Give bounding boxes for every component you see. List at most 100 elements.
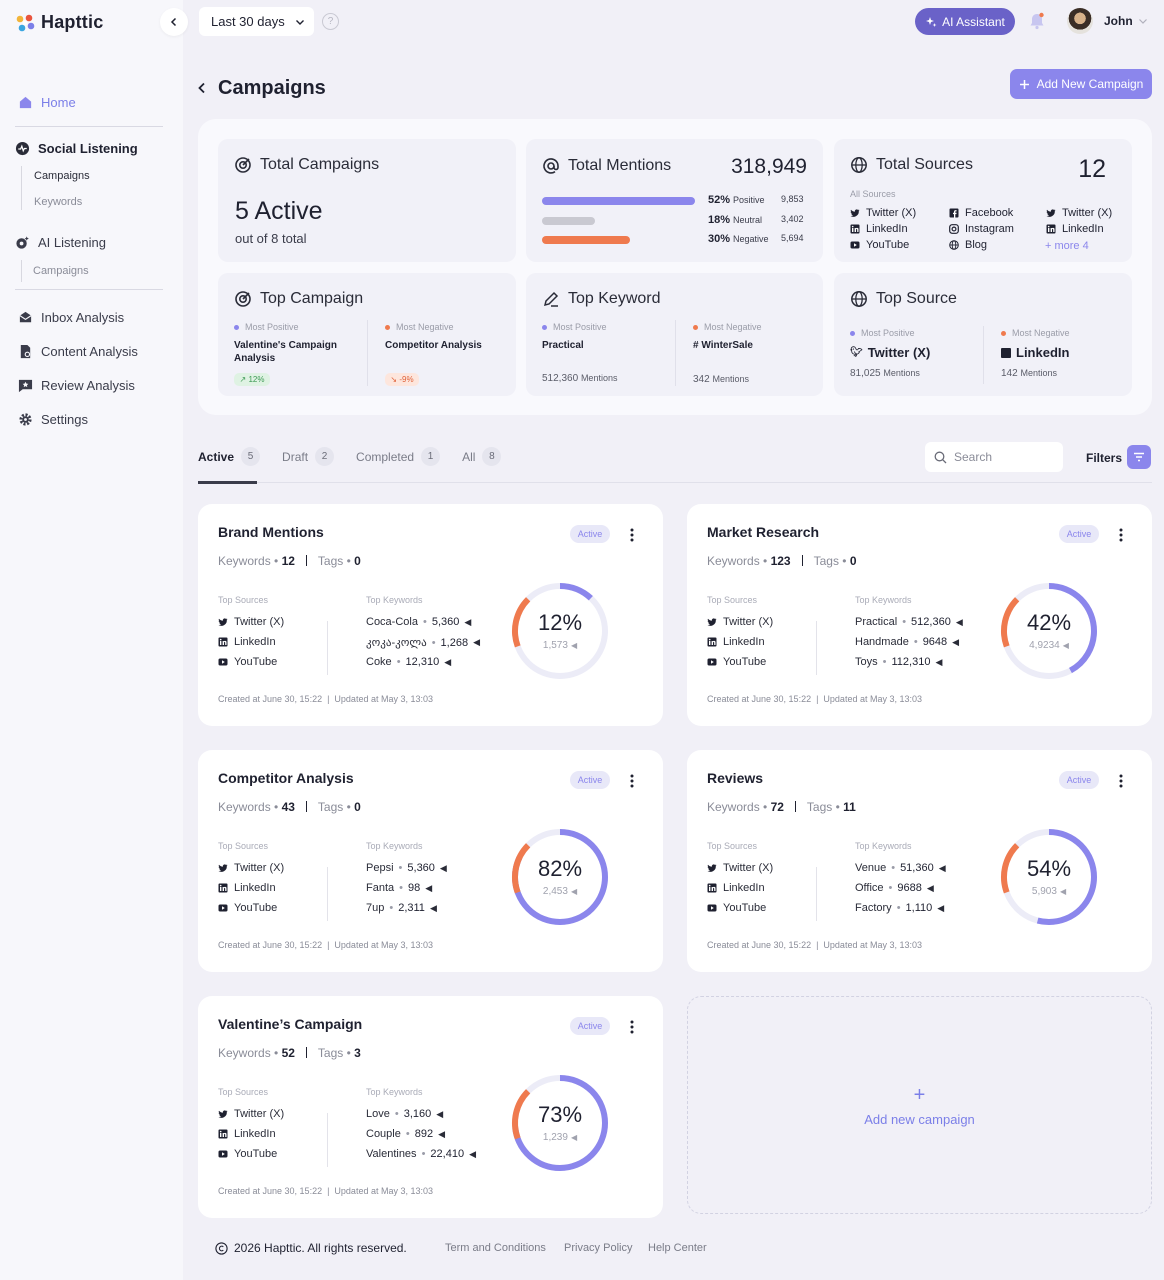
back-arrow-icon[interactable]: [196, 82, 208, 94]
source-item[interactable]: Twitter (X): [707, 616, 773, 628]
source-item[interactable]: YouTube: [850, 239, 909, 251]
footer-link-help[interactable]: Help Center: [648, 1242, 707, 1254]
nav-social-listening[interactable]: Social Listening: [15, 141, 138, 156]
source-item[interactable]: LinkedIn: [218, 1128, 276, 1140]
tab-all[interactable]: All 8: [462, 447, 502, 466]
more-options-button[interactable]: [630, 774, 634, 788]
footer-link-privacy[interactable]: Privacy Policy: [564, 1242, 633, 1254]
nav-sub-keywords[interactable]: Keywords: [34, 196, 83, 208]
keyword-item[interactable]: Pepsi • 5,360 ◀: [366, 862, 447, 874]
source-item[interactable]: YouTube: [218, 656, 277, 668]
notification-bell[interactable]: [1029, 12, 1045, 30]
keyword-item[interactable]: Toys • 112,310 ◀: [855, 656, 942, 668]
keyword-item[interactable]: Office • 9688 ◀: [855, 882, 934, 894]
keyword-item[interactable]: Valentines • 22,410 ◀: [366, 1148, 476, 1160]
ai-assistant-button[interactable]: AI Assistant: [915, 8, 1015, 35]
keyword-item[interactable]: Practical • 512,360 ◀: [855, 616, 963, 628]
source-item[interactable]: LinkedIn: [707, 882, 765, 894]
updated-at: Updated at May 3, 13:03: [823, 694, 922, 704]
campaign-title[interactable]: Valentine’s Campaign: [218, 1016, 363, 1032]
more-options-button[interactable]: [630, 528, 634, 542]
help-icon[interactable]: ?: [322, 13, 339, 30]
source-item[interactable]: YouTube: [707, 902, 766, 914]
keyword-item[interactable]: კოკა-კოლა • 1,268 ◀: [366, 636, 480, 650]
keyword-item[interactable]: Handmade • 9648 ◀: [855, 636, 959, 648]
source-item[interactable]: Twitter (X): [218, 1108, 284, 1120]
megaphone-icon: ◀: [937, 902, 945, 913]
nav-sub-campaigns[interactable]: Campaigns: [34, 170, 90, 182]
source-item[interactable]: Facebook: [949, 207, 1013, 219]
keyword-item[interactable]: Coca-Cola • 5,360 ◀: [366, 616, 471, 628]
source-item[interactable]: Twitter (X): [218, 616, 284, 628]
source-item[interactable]: LinkedIn: [1046, 223, 1104, 235]
collapse-sidebar-button[interactable]: [160, 8, 188, 36]
source-item[interactable]: Twitter (X): [707, 862, 773, 874]
add-new-campaign-tile[interactable]: + Add new campaign: [687, 996, 1152, 1214]
nav-home[interactable]: Home: [18, 95, 76, 110]
search-input[interactable]: Search: [925, 442, 1063, 472]
top-source-negative[interactable]: LinkedIn: [1001, 345, 1069, 360]
more-options-button[interactable]: [630, 1020, 634, 1034]
source-item[interactable]: Twitter (X): [218, 862, 284, 874]
filters-label[interactable]: Filters: [1086, 451, 1123, 465]
keyword-count: 1,110: [905, 902, 933, 914]
add-new-campaign-button[interactable]: Add New Campaign: [1010, 69, 1152, 99]
source-item[interactable]: LinkedIn: [218, 882, 276, 894]
more-options-button[interactable]: [1119, 774, 1123, 788]
source-item[interactable]: YouTube: [218, 1148, 277, 1160]
campaign-card[interactable]: Competitor Analysis Active Keywords • 43 Ta…: [198, 750, 663, 972]
tab-completed[interactable]: Completed 1: [356, 447, 441, 466]
keyword-item[interactable]: Factory • 1,110 ◀: [855, 902, 944, 914]
avatar[interactable]: [1067, 8, 1093, 34]
mention-bar: [542, 197, 695, 205]
more-options-button[interactable]: [1119, 528, 1123, 542]
keyword-item[interactable]: 7up • 2,311 ◀: [366, 902, 437, 914]
more-sources-link[interactable]: + more 4: [1045, 240, 1089, 252]
campaign-card[interactable]: Brand Mentions Active Keywords • 12 Tags • …: [198, 504, 663, 726]
source-item[interactable]: Twitter (X): [1046, 207, 1112, 219]
tab-active[interactable]: Active 5: [198, 447, 261, 466]
source-item[interactable]: YouTube: [707, 656, 766, 668]
source-item[interactable]: Instagram: [949, 223, 1014, 235]
filters-button[interactable]: [1127, 445, 1151, 469]
nav-content-analysis[interactable]: Content Analysis: [18, 344, 138, 359]
campaign-title[interactable]: Reviews: [707, 770, 764, 786]
top-campaign-negative[interactable]: Competitor Analysis: [385, 340, 482, 351]
keyword-item[interactable]: Couple • 892 ◀: [366, 1128, 445, 1140]
campaign-card[interactable]: Market Research Active Keywords • 123 Tags …: [687, 504, 1152, 726]
campaign-card[interactable]: Reviews Active Keywords • 72 Tags • 11 Top S…: [687, 750, 1152, 972]
facebook-icon: [949, 208, 959, 218]
nav-inbox-analysis[interactable]: Inbox Analysis: [18, 310, 124, 325]
chevron-down-icon[interactable]: [1138, 16, 1148, 26]
nav-sub-ai-campaigns[interactable]: Campaigns: [33, 265, 89, 277]
source-item[interactable]: Blog: [949, 239, 987, 251]
nav-settings[interactable]: Settings: [18, 412, 88, 427]
keyword-item[interactable]: Love • 3,160 ◀: [366, 1108, 443, 1120]
source-item[interactable]: LinkedIn: [218, 636, 276, 648]
campaign-title[interactable]: Brand Mentions: [218, 524, 324, 540]
footer-link-terms[interactable]: Term and Conditions: [445, 1242, 546, 1254]
top-campaign-positive[interactable]: Valentine's Campaign Analysis: [234, 340, 337, 364]
logo[interactable]: Hapttic: [14, 12, 103, 33]
campaign-card[interactable]: Valentine’s Campaign Active Keywords • 52 T…: [198, 996, 663, 1218]
top-keyword-negative[interactable]: # WinterSale: [693, 340, 753, 351]
keyword-item[interactable]: Venue • 51,360 ◀: [855, 862, 946, 874]
tab-draft[interactable]: Draft 2: [282, 447, 335, 466]
keyword-item[interactable]: Fanta • 98 ◀: [366, 882, 432, 894]
tab-count: 8: [482, 447, 502, 466]
source-item[interactable]: YouTube: [218, 902, 277, 914]
campaign-title[interactable]: Market Research: [707, 524, 820, 540]
nav-review-analysis[interactable]: Review Analysis: [18, 378, 135, 393]
keyword-item[interactable]: Coke • 12,310 ◀: [366, 656, 451, 668]
date-range-select[interactable]: Last 30 days: [199, 7, 314, 36]
separator: [305, 555, 307, 566]
source-item[interactable]: LinkedIn: [850, 223, 908, 235]
nav-ai-listening[interactable]: AI Listening: [15, 235, 106, 250]
top-keyword-positive[interactable]: Practical: [542, 340, 584, 351]
youtube-icon: [218, 658, 228, 666]
source-item[interactable]: LinkedIn: [707, 636, 765, 648]
user-name[interactable]: John: [1104, 14, 1133, 28]
source-item[interactable]: Twitter (X): [850, 207, 916, 219]
top-source-positive[interactable]: 🐦︎ Twitter (X): [850, 345, 931, 360]
campaign-title[interactable]: Competitor Analysis: [218, 770, 354, 786]
